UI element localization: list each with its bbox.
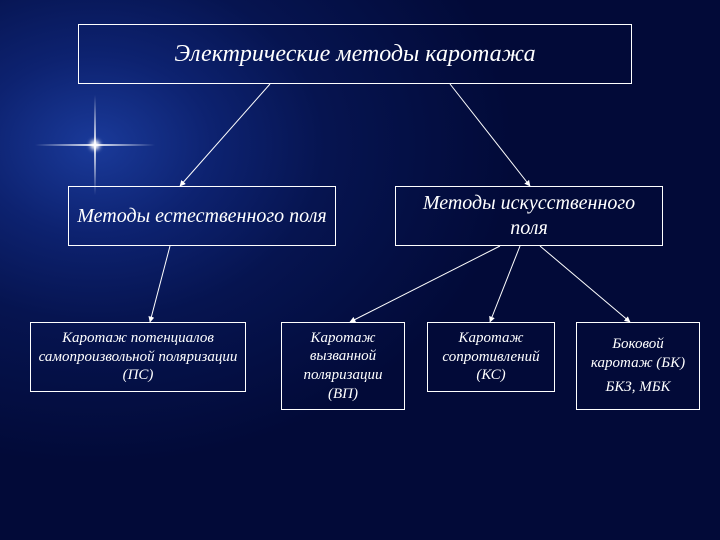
node-bk-sub: БКЗ, МБК [605, 378, 670, 397]
node-ks: Каротаж сопротивлений (КС) [427, 322, 555, 392]
node-vp-label: Каротаж вызванной поляризации (ВП) [288, 329, 398, 404]
node-natural-field: Методы естественного поля [68, 186, 336, 246]
node-vp: Каротаж вызванной поляризации (ВП) [281, 322, 405, 410]
flare-core [90, 140, 100, 150]
node-natural-label: Методы естественного поля [77, 204, 326, 229]
node-ks-label: Каротаж сопротивлений (КС) [434, 329, 548, 385]
node-artificial-field: Методы искусственного поля [395, 186, 663, 246]
node-bk: Боковой каротаж (БК) БКЗ, МБК [576, 322, 700, 410]
flare-horizontal [35, 144, 155, 146]
node-bk-label: Боковой каротаж (БК) [583, 335, 693, 373]
flare-vertical [94, 95, 96, 195]
node-artificial-label: Методы искусственного поля [402, 191, 656, 241]
node-ps-label: Каротаж потенциалов самопроизвольной пол… [37, 329, 239, 385]
node-root: Электрические методы каротажа [78, 24, 632, 84]
node-ps: Каротаж потенциалов самопроизвольной пол… [30, 322, 246, 392]
node-root-label: Электрические методы каротажа [174, 39, 535, 69]
